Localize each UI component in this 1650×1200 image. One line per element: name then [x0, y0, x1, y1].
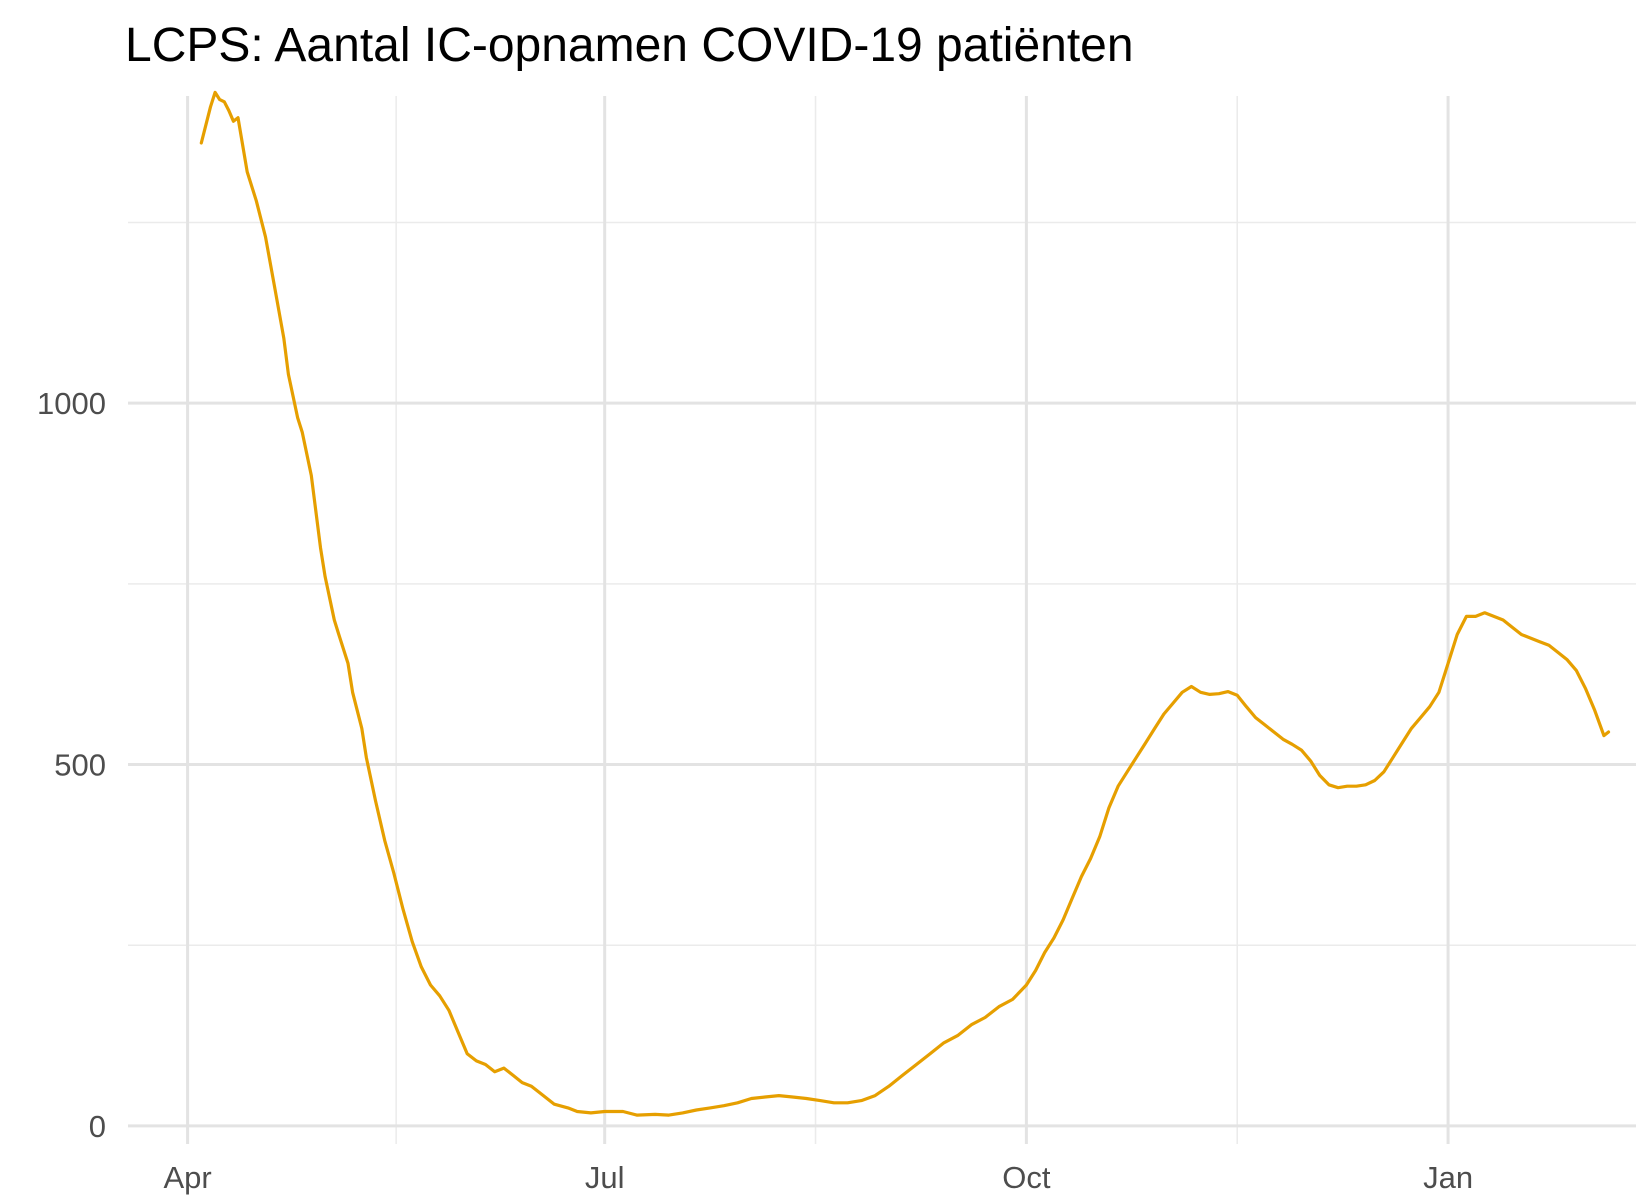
- chart-title: LCPS: Aantal IC-opnamen COVID-19 patiënt…: [125, 19, 1134, 72]
- x-tick-label: Jan: [1423, 1160, 1473, 1195]
- y-tick-label: 500: [54, 748, 106, 783]
- x-tick-label: Jul: [585, 1160, 625, 1195]
- grid-minor: [128, 96, 1636, 1144]
- y-tick-label: 0: [89, 1109, 106, 1144]
- x-tick-label: Oct: [1002, 1160, 1051, 1195]
- series-layer: [199, 90, 1611, 1117]
- series-line: [199, 90, 1611, 1117]
- y-tick-labels: 0 500 1000: [37, 386, 106, 1144]
- y-tick-label: 1000: [37, 386, 106, 421]
- x-tick-labels: Apr Jul Oct Jan: [163, 1160, 1473, 1195]
- grid-major: [128, 96, 1636, 1144]
- x-tick-label: Apr: [163, 1160, 211, 1195]
